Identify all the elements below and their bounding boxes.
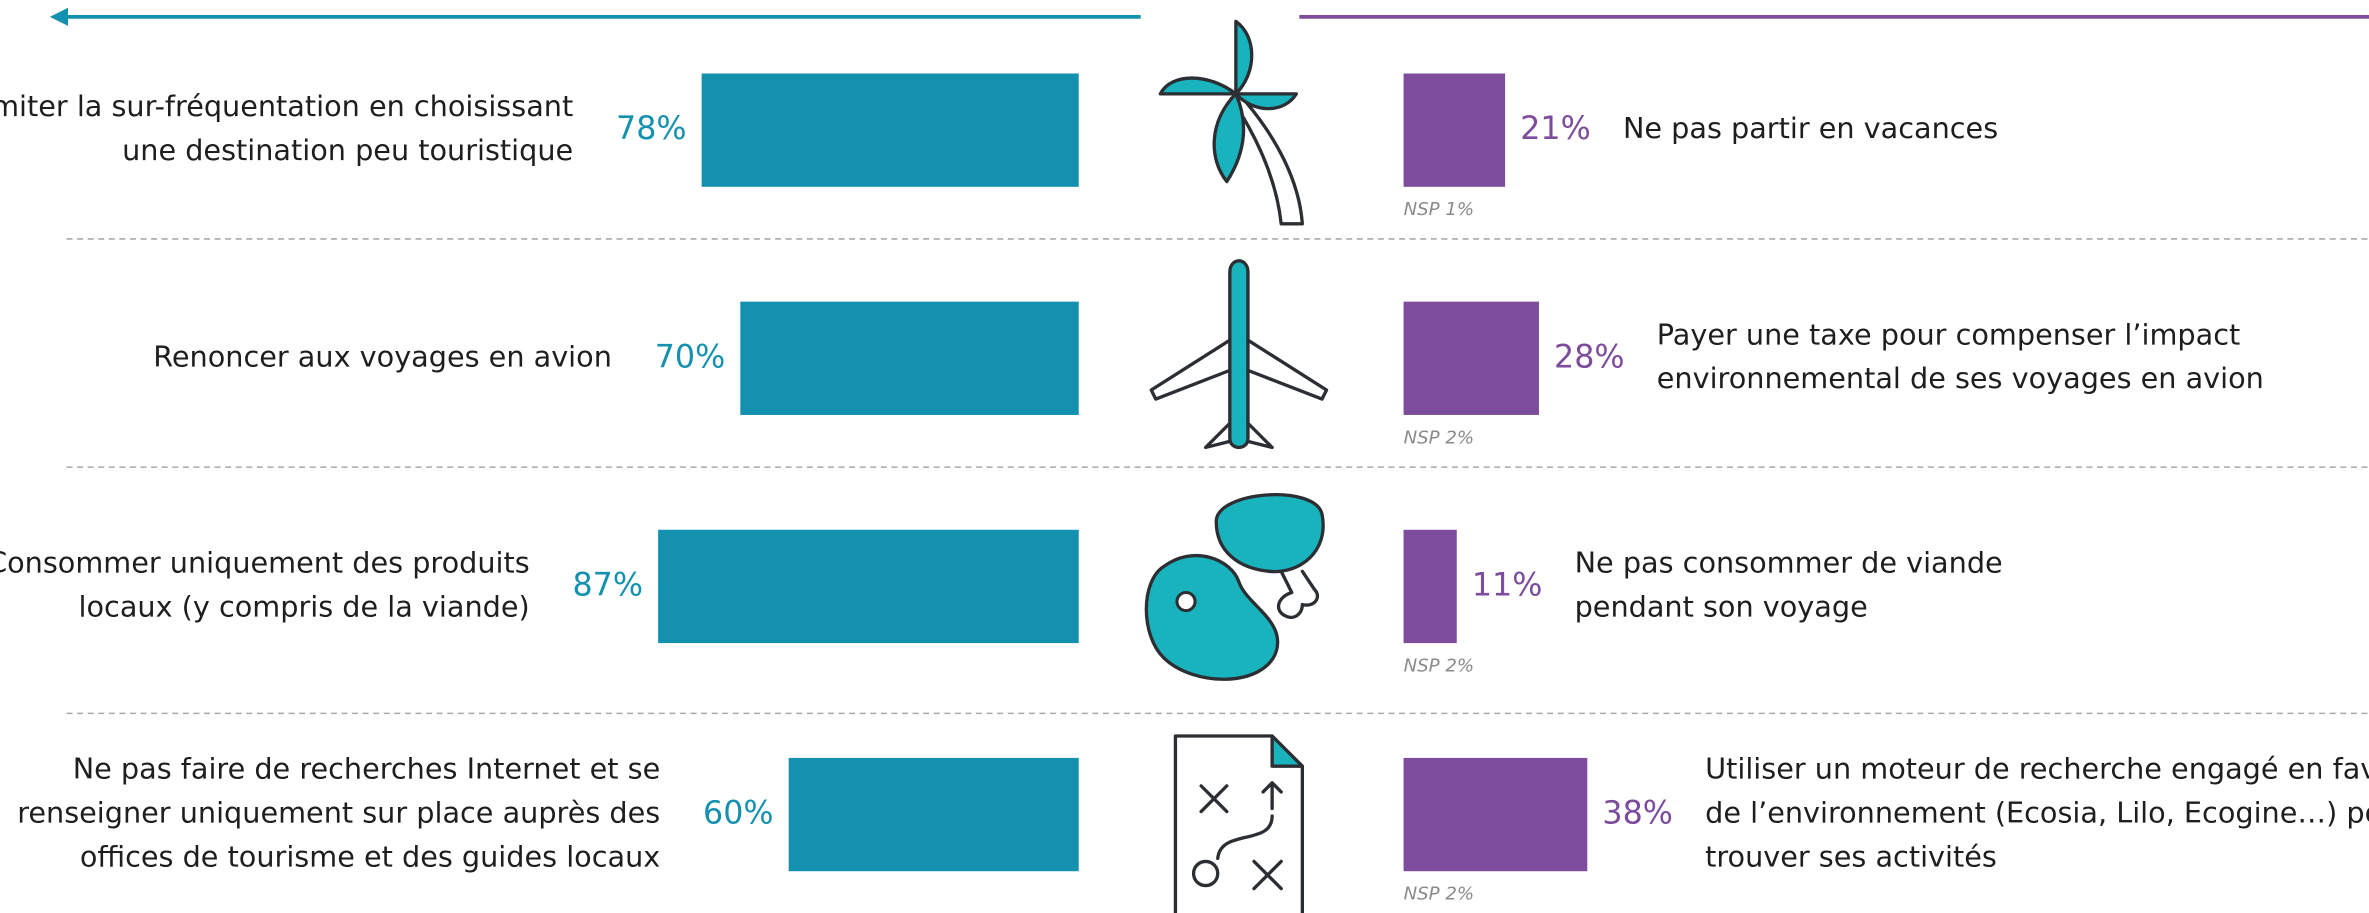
right-label: Ne pas partir en vacances [1623,111,1998,145]
nsp-label: NSP 2% [1404,427,1475,448]
separators [66,238,2369,715]
right-value-label: 21% [1520,111,1591,147]
left-label: offices de tourisme et des guides locaux [80,839,660,873]
right-bar [1403,757,1588,872]
right-label: Ne pas consommer de viande [1575,546,2003,580]
left-label: Renoncer aux voyages en avion [153,339,612,373]
right-label: pendant son voyage [1575,589,1868,623]
nsp-label: NSP 2% [1404,656,1475,677]
left-label: locaux (y compris de la viande) [79,589,530,623]
right-label: Utiliser un moteur de recherche engagé e… [1705,752,2369,786]
left-bar [788,757,1079,872]
right-label: Payer une taxe pour compenser l’impact [1657,317,2240,351]
left-label: une destination peu touristique [122,133,573,167]
left-label: Consommer uniquement des produits [0,546,530,580]
right-bar [1403,529,1457,644]
right-label: environnemental de ses voyages en avion [1657,361,2264,395]
right-bar [1403,301,1539,415]
plane-icon [1149,259,1329,450]
left-bar [658,529,1079,644]
map-icon [1173,734,1305,913]
right-value-label: 28% [1554,339,1625,375]
right-bar [1403,73,1506,187]
right-label: de l’environnement (Ecosia, Lilo, Ecogin… [1705,796,2369,830]
left-value-label: 78% [616,111,687,147]
left-value-label: 70% [655,339,726,375]
meat-icon [1144,493,1325,681]
left-arrow-head [49,7,68,26]
left-label: Ne pas faire de recherches Internet et s… [73,752,661,786]
left-value-label: 87% [573,567,643,603]
right-label: trouver ses activités [1705,839,1997,873]
left-label: renseigner uniquement sur place auprès d… [17,796,660,830]
palm-icon [1158,19,1305,226]
nsp-label: NSP 1% [1404,199,1475,220]
right-value-label: 38% [1602,796,1673,832]
left-label: Limiter la sur-fréquentation en choisiss… [0,89,573,123]
nsp-label: NSP 2% [1404,884,1475,905]
left-bar [740,301,1079,415]
left-value-label: 60% [703,796,774,832]
left-bar [701,73,1079,187]
right-value-label: 11% [1472,567,1543,603]
